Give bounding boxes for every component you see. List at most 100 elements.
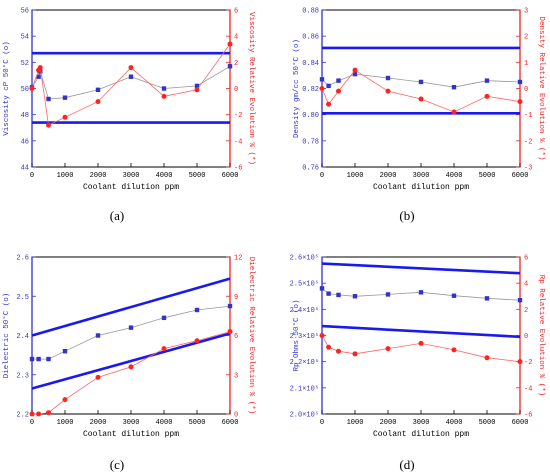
right-tick-label: 3 (234, 372, 238, 380)
data-point-square (62, 349, 68, 354)
data-point-circle (451, 347, 457, 353)
data-point-circle (326, 101, 332, 107)
left-axis-title: Density gm/cc 50°C (o) (292, 39, 301, 138)
data-point-square (161, 315, 167, 321)
data-point-circle (29, 411, 35, 417)
data-point-circle (95, 99, 101, 105)
right-tick-label: -4 (234, 138, 242, 146)
right-tick-label: 6 (234, 333, 238, 341)
data-point-circle (37, 65, 43, 71)
x-tick-label: 3000 (123, 172, 140, 180)
left-tick-label: 52 (21, 60, 29, 68)
x-axis-title: Coolant dilution ppm (373, 183, 469, 192)
data-point-circle (484, 93, 490, 99)
data-point-circle (46, 122, 51, 128)
data-point-square (418, 79, 424, 85)
panel-label-c: (c) (109, 457, 125, 472)
x-tick-label: 6000 (222, 419, 239, 427)
data-point-circle (352, 67, 358, 73)
left-tick-label: 0.84 (302, 60, 319, 68)
chart-panel-2: 0 1000 2000 3000 4000 5000 6000 0.76 0.78 0.80 0.8… (292, 8, 545, 193)
data-point-circle (319, 333, 325, 338)
x-tick-label: 6000 (512, 419, 529, 427)
series-line-left (32, 305, 231, 360)
left-tick-label: 2.2 (16, 412, 29, 420)
plot-frame (31, 9, 231, 168)
right-tick-label: -3 (524, 165, 532, 173)
x-tick-label: 4000 (156, 419, 173, 427)
left-tick-label: 48 (21, 112, 29, 120)
right-tick-label: 1 (524, 60, 528, 68)
x-tick-label: 6000 (512, 172, 529, 180)
x-tick-label: 2000 (90, 419, 107, 427)
data-point-square (36, 356, 41, 362)
x-tick-label: 5000 (189, 419, 206, 427)
data-point-circle (517, 359, 523, 365)
left-axis-title: Dielectric 50°C (o) (2, 293, 11, 379)
right-tick-label: -6 (524, 412, 532, 420)
data-point-square (484, 296, 490, 301)
right-tick-label: 6 (234, 8, 238, 16)
data-point-square (336, 292, 341, 298)
data-point-square (95, 333, 101, 338)
x-tick-label: 0 (30, 419, 34, 427)
right-tick-label: 0 (524, 333, 528, 341)
left-tick-label: 2.6 (16, 255, 29, 263)
right-tick-label: 12 (234, 255, 242, 263)
data-point-square (484, 78, 490, 83)
right-tick-label: 2 (524, 307, 528, 315)
left-tick-label: 2.5 (16, 294, 29, 302)
x-tick-label: 4000 (446, 419, 463, 427)
data-point-square (352, 294, 358, 299)
data-point-square (46, 96, 51, 102)
right-axis-title: Viscosity Relative Evolution % (*) (247, 12, 255, 165)
series-line-left (31, 65, 231, 100)
left-axis-title: Viscosity cP 50°C (o) (2, 41, 11, 136)
left-tick-label: 2.0×10⁵ (290, 412, 319, 420)
left-tick-label: 50 (21, 86, 29, 94)
series-line-right (321, 335, 521, 363)
left-tick-label: 2.5×10⁵ (290, 281, 319, 289)
x-tick-label: 2000 (380, 419, 397, 427)
panel-label-b: (b) (399, 208, 415, 223)
left-tick-label: 0.78 (302, 138, 319, 146)
right-tick-label: -4 (524, 385, 532, 393)
limit-line-1 (31, 277, 231, 337)
data-point-circle (227, 41, 233, 47)
left-tick-label: 2.3 (16, 372, 29, 380)
data-point-circle (95, 374, 101, 380)
x-tick-label: 1000 (347, 172, 364, 180)
x-axis-title: Coolant dilution ppm (373, 430, 469, 439)
data-point-circle (484, 355, 490, 361)
data-point-square (517, 297, 523, 303)
data-point-square (227, 64, 233, 69)
data-point-circle (36, 411, 42, 417)
left-tick-label: 2.4 (16, 333, 29, 341)
x-tick-label: 3000 (413, 419, 430, 427)
right-tick-label: -6 (234, 165, 242, 173)
x-tick-label: 5000 (479, 419, 496, 427)
x-tick-label: 2000 (380, 172, 397, 180)
data-point-square (451, 293, 457, 298)
data-point-square (319, 77, 325, 82)
data-point-circle (319, 86, 325, 91)
series-line-right (32, 331, 231, 415)
right-tick-label: -2 (234, 112, 242, 120)
right-axis-title: Density Relative Evolution % (*) (537, 16, 545, 160)
chart-panel-4: 0 1000 2000 3000 4000 5000 6000 2.0×10⁵ 2.1×10⁵ 2… (290, 255, 545, 440)
data-point-square (319, 286, 325, 291)
data-point-square (128, 74, 134, 79)
panel-label-a: (a) (109, 208, 125, 223)
x-tick-label: 5000 (479, 172, 496, 180)
x-tick-label: 3000 (123, 419, 140, 427)
right-tick-label: 2 (524, 34, 528, 42)
left-tick-label: 2.2×10⁵ (290, 359, 319, 367)
right-tick-label: 4 (524, 281, 528, 289)
data-point-square (29, 356, 35, 362)
left-tick-label: 2.6×10⁵ (290, 255, 319, 263)
left-tick-label: 46 (21, 138, 29, 146)
data-point-square (326, 83, 331, 89)
x-tick-label: 0 (320, 172, 324, 180)
data-point-square (95, 87, 101, 93)
left-tick-label: 0.82 (302, 86, 319, 94)
